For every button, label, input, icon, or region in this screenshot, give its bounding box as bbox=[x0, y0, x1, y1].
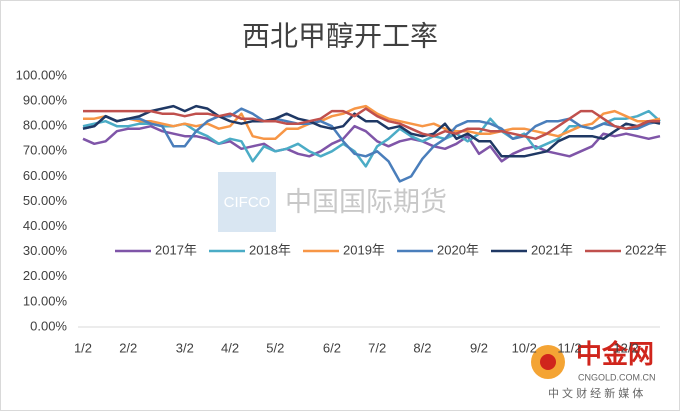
series-line bbox=[83, 107, 660, 141]
y-tick-label: 10.00% bbox=[23, 293, 68, 308]
watermark-box bbox=[218, 172, 276, 232]
y-tick-label: 40.00% bbox=[23, 218, 68, 233]
x-tick-label: 4/2 bbox=[221, 340, 239, 355]
series-line bbox=[83, 104, 661, 141]
y-tick-label: 100.00% bbox=[16, 67, 68, 82]
x-tick-label: 1/2 bbox=[74, 340, 92, 355]
x-tick-label: 5/2 bbox=[266, 340, 284, 355]
x-tick-label: 11/2 bbox=[557, 340, 581, 355]
legend-label: 2021年 bbox=[531, 242, 573, 257]
chart-title: 西北甲醇开工率 bbox=[242, 20, 438, 51]
x-tick-label: 9/2 bbox=[470, 340, 488, 355]
watermark: 中国国际期货 bbox=[285, 187, 447, 217]
x-tick-label: 10/2 bbox=[512, 340, 537, 355]
y-tick-label: 0.00% bbox=[30, 318, 67, 333]
y-tick-label: 60.00% bbox=[23, 168, 68, 183]
watermark: CIFCO bbox=[224, 194, 271, 211]
series-line bbox=[82, 104, 661, 158]
x-tick-label: 3/2 bbox=[176, 340, 194, 355]
x-tick-label: 8/2 bbox=[413, 340, 431, 355]
series-line bbox=[82, 124, 661, 163]
logo-circle bbox=[540, 354, 556, 370]
x-tick-label: 12/2 bbox=[613, 340, 638, 355]
y-tick-label: 90.00% bbox=[23, 93, 68, 108]
y-tick-label: 80.00% bbox=[23, 118, 68, 133]
x-tick-label: 6/2 bbox=[323, 340, 341, 355]
y-tick-label: 20.00% bbox=[23, 268, 68, 283]
y-tick-label: 30.00% bbox=[23, 243, 68, 258]
legend-label: 2018年 bbox=[249, 242, 291, 257]
legend-label: 2019年 bbox=[343, 242, 385, 257]
legend-label: 2022年 bbox=[625, 242, 667, 257]
watermark: 中 文 财 经 新 媒 体 bbox=[548, 386, 643, 400]
watermark: 中金网 bbox=[576, 339, 654, 369]
y-tick-label: 50.00% bbox=[23, 193, 68, 208]
x-tick-label: 7/2 bbox=[368, 340, 386, 355]
x-tick-label: 2/2 bbox=[119, 340, 137, 355]
legend-label: 2020年 bbox=[437, 242, 479, 257]
legend-label: 2017年 bbox=[155, 242, 197, 257]
watermark: CNGOLD.COM.CN bbox=[578, 372, 656, 382]
y-tick-label: 70.00% bbox=[23, 143, 68, 158]
series-line bbox=[82, 107, 661, 183]
